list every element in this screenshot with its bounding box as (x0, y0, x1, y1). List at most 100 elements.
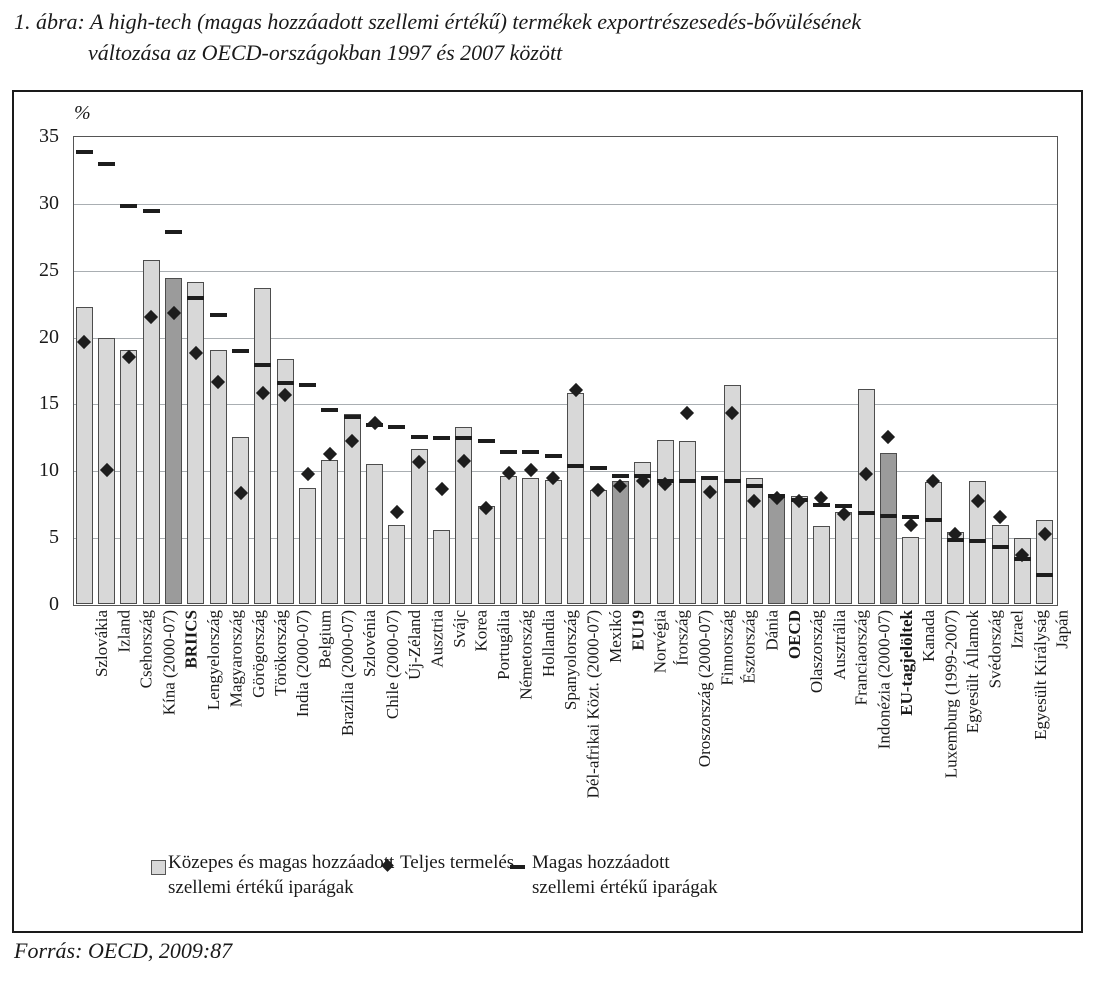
x-label-Spanyolország: Spanyolország (561, 610, 581, 711)
x-label-Dánia: Dánia (762, 610, 782, 651)
bar-Németország (500, 475, 518, 604)
legend-bar-swatch-icon (151, 860, 166, 875)
x-label-Franciaország: Franciaország (851, 610, 871, 706)
legend-dash-label-line2: szellemi értékű iparágak (532, 877, 718, 898)
bar-Franciaország (835, 511, 853, 604)
dash-marker-EU19 (611, 473, 629, 478)
x-label-Lengyelország: Lengyelország (203, 610, 223, 711)
x-label-Finnország: Finnország (717, 610, 737, 686)
bar-Finnország (701, 475, 719, 604)
y-tick-label-15: 15 (39, 392, 59, 415)
bar-Brazília (2000-07) (321, 459, 339, 604)
y-tick-label-30: 30 (39, 191, 59, 214)
dash-marker-Ausztria (410, 434, 428, 439)
bar-Ausztrália (812, 526, 830, 604)
x-label-Ausztrália: Ausztrália (829, 610, 849, 680)
bar-Szlovénia (343, 414, 361, 604)
x-label-Svájc: Svájc (449, 610, 469, 648)
bar-Norvégia (634, 462, 652, 604)
bar-Oroszország (2000-07) (678, 440, 696, 604)
y-tick-label-25: 25 (39, 258, 59, 281)
dash-marker-Görögország (232, 349, 250, 354)
x-label-Szlovákia: Szlovákia (92, 610, 112, 678)
dash-marker-Korea (455, 436, 473, 441)
x-label-BRIICS: BRIICS (181, 610, 201, 669)
legend-dash-icon (510, 865, 525, 869)
dash-marker-Mexikó (589, 465, 607, 470)
dash-marker-Észtország (723, 478, 741, 483)
dash-marker-BRIICS (165, 230, 183, 235)
x-label-EU-tagjelöltek: EU-tagjelöltek (896, 610, 916, 716)
bar-Japán (1036, 519, 1054, 604)
y-tick-label-35: 35 (39, 125, 59, 147)
figure-title: 1. ábra: A high-tech (magas hozzáadott s… (14, 6, 1084, 68)
plot-area (73, 136, 1058, 606)
x-label-EU19: EU19 (628, 610, 648, 651)
dash-marker-Belgium (299, 382, 317, 387)
x-label-Luxemburg (1999-2007): Luxemburg (1999-2007) (941, 610, 961, 779)
x-label-Izrael: Izrael (1008, 610, 1028, 649)
x-label-Görögország: Görögország (248, 610, 268, 698)
dash-marker-Finnország (701, 476, 719, 481)
gridline-15 (74, 404, 1057, 406)
bar-Dánia (745, 478, 763, 604)
dash-marker-Japán (1036, 572, 1054, 577)
x-label-Egyesült Királyság: Egyesült Királyság (1030, 610, 1050, 740)
legend-bar-label-line2: szellemi értékű iparágak (168, 877, 354, 898)
dash-marker-EU-tagjelöltek (879, 513, 897, 518)
figure-title-line2: változása az OECD-országokban 1997 és 20… (88, 40, 563, 65)
dash-marker-Portugália (477, 438, 495, 443)
x-label-Indonézia (2000-07): Indonézia (2000-07) (874, 610, 894, 750)
dash-marker-Svájc (433, 436, 451, 441)
bar-Lengyelország (187, 281, 205, 604)
source-caption: Forrás: OECD, 2009:87 (14, 938, 233, 963)
x-label-Egyesült Államok: Egyesült Államok (963, 610, 983, 734)
x-label-Brazília (2000-07): Brazília (2000-07) (337, 610, 357, 737)
x-label-Belgium: Belgium (315, 610, 335, 669)
gridline-10 (74, 471, 1057, 473)
dash-marker-Spanyolország (544, 453, 562, 458)
bar-EU-tagjelöltek (879, 452, 897, 604)
x-label-Mexikó: Mexikó (606, 610, 626, 663)
x-label-Olaszország: Olaszország (807, 610, 827, 694)
x-label-Magyarország: Magyarország (226, 610, 246, 708)
x-label-Izland: Izland (114, 610, 134, 653)
y-axis-unit-label: % (74, 102, 91, 124)
bar-Magyarország (209, 349, 227, 604)
dash-marker-Kína (2000-07) (142, 208, 160, 213)
dash-marker-Lengyelország (187, 295, 205, 300)
bar-Észtország (723, 384, 741, 604)
bar-India (2000-07) (276, 359, 294, 604)
x-label-Hollandia: Hollandia (539, 610, 558, 678)
dash-marker-Oroszország (2000-07) (678, 478, 696, 483)
legend-diamond-label: Teljes termelés (400, 852, 515, 873)
x-label-Németország: Németország (516, 610, 536, 700)
bar-Belgium (299, 487, 317, 604)
dash-marker-Új-Zéland (388, 425, 406, 430)
dash-marker-India (2000-07) (276, 381, 294, 386)
x-label-Törökország: Törökország (270, 610, 290, 696)
x-label-OECD: OECD (784, 610, 804, 660)
bar-Kína (2000-07) (142, 260, 160, 604)
figure-title-line1: 1. ábra: A high-tech (magas hozzáadott s… (14, 9, 862, 34)
x-label-India (2000-07): India (2000-07) (293, 610, 313, 718)
dash-marker-Csehország (120, 203, 138, 208)
dash-marker-Dánia (745, 484, 763, 489)
dash-marker-Ausztrália (812, 503, 830, 508)
legend-dash-label-line1: Magas hozzáadott (532, 852, 670, 873)
dash-marker-Magyarország (209, 313, 227, 318)
gridline-25 (74, 270, 1057, 272)
dash-marker-Svédország (969, 539, 987, 544)
x-label-Dél-afrikai Közt. (2000-07): Dél-afrikai Közt. (2000-07) (583, 610, 603, 799)
bar-Egyesült Államok (946, 531, 964, 604)
dash-marker-Indonézia (2000-07) (857, 511, 875, 516)
chart-legend: Közepes és magas hozzáadott szellemi ért… (14, 850, 1081, 920)
bar-Csehország (120, 349, 138, 604)
dash-marker-Luxemburg (1999-2007) (924, 517, 942, 522)
bar-Írország (656, 439, 674, 604)
x-label-Ausztria: Ausztria (427, 610, 447, 668)
bar-Görögország (232, 436, 250, 604)
bar-EU19 (611, 480, 629, 604)
bar-Olaszország (790, 495, 808, 604)
